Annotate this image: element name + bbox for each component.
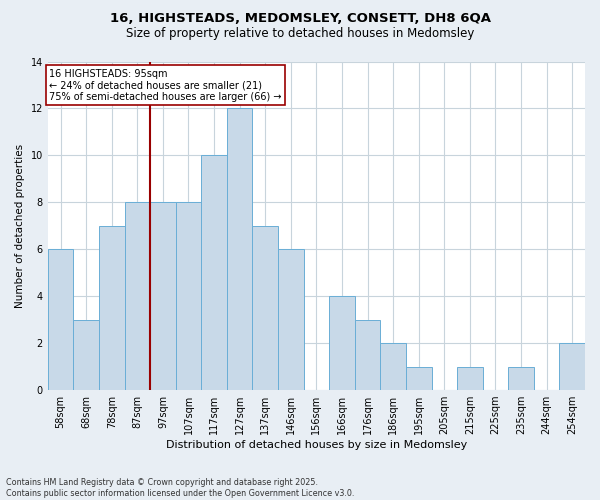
Bar (457, 366, 482, 390)
Bar (201, 156, 227, 390)
Bar (99, 226, 125, 390)
Bar (125, 202, 150, 390)
Bar (278, 250, 304, 390)
Bar (150, 202, 176, 390)
Bar (73, 320, 99, 390)
Bar (406, 366, 431, 390)
Text: Size of property relative to detached houses in Medomsley: Size of property relative to detached ho… (126, 28, 474, 40)
X-axis label: Distribution of detached houses by size in Medomsley: Distribution of detached houses by size … (166, 440, 467, 450)
Bar (48, 250, 73, 390)
Bar (355, 320, 380, 390)
Text: 16 HIGHSTEADS: 95sqm
← 24% of detached houses are smaller (21)
75% of semi-detac: 16 HIGHSTEADS: 95sqm ← 24% of detached h… (49, 68, 281, 102)
Bar (380, 343, 406, 390)
Bar (559, 343, 585, 390)
Bar (253, 226, 278, 390)
Y-axis label: Number of detached properties: Number of detached properties (15, 144, 25, 308)
Bar (227, 108, 253, 390)
Text: 16, HIGHSTEADS, MEDOMSLEY, CONSETT, DH8 6QA: 16, HIGHSTEADS, MEDOMSLEY, CONSETT, DH8 … (110, 12, 491, 26)
Bar (329, 296, 355, 390)
Bar (508, 366, 534, 390)
Bar (176, 202, 201, 390)
Text: Contains HM Land Registry data © Crown copyright and database right 2025.
Contai: Contains HM Land Registry data © Crown c… (6, 478, 355, 498)
